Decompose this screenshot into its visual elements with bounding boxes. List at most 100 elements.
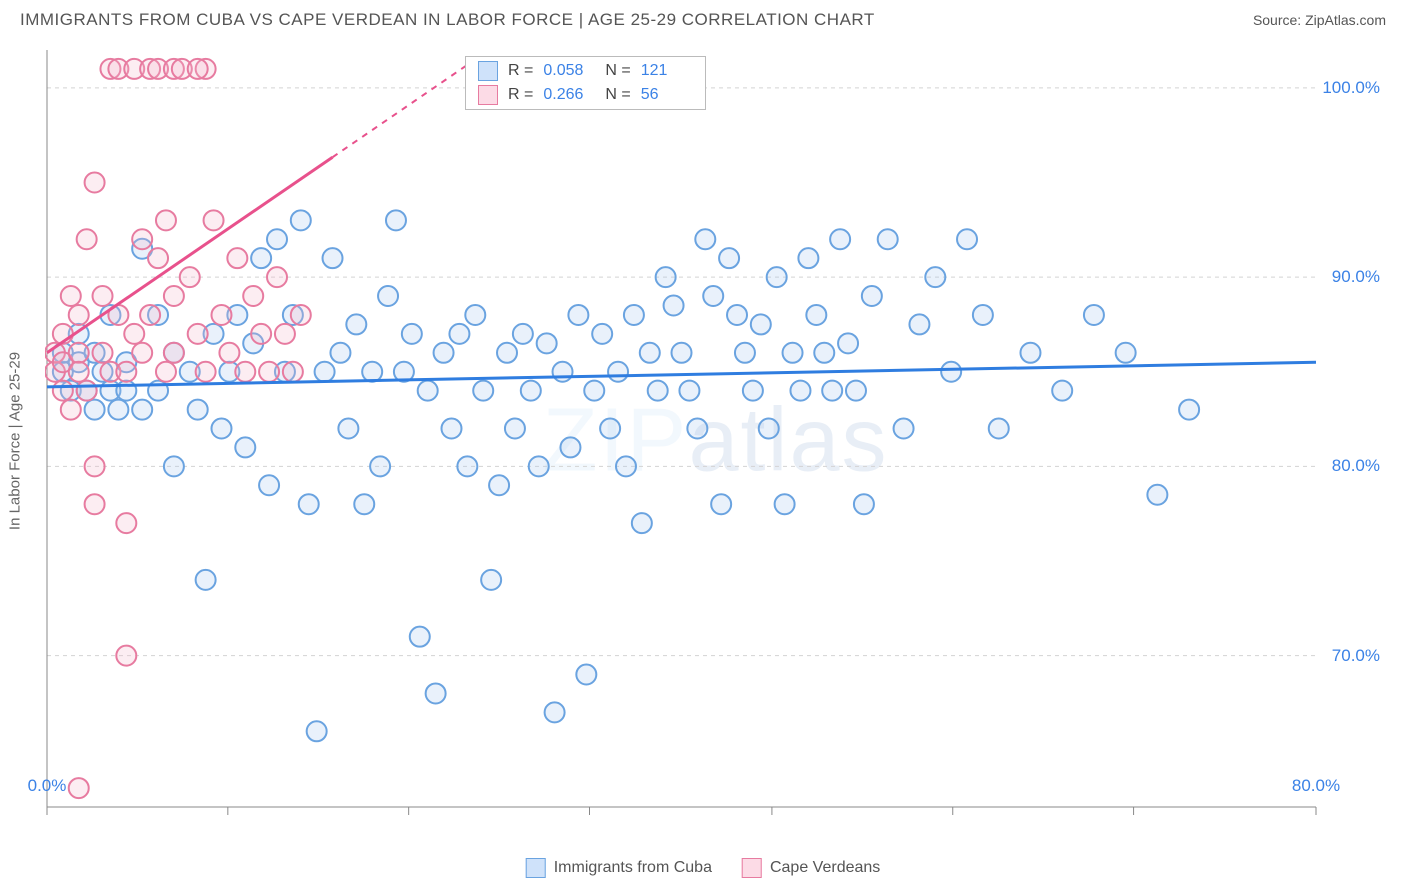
data-point <box>616 456 636 476</box>
data-point <box>568 305 588 325</box>
data-point <box>85 172 105 192</box>
data-point <box>140 305 160 325</box>
data-point <box>93 286 113 306</box>
legend-label: Cape Verdeans <box>770 859 880 877</box>
legend-swatch <box>526 858 546 878</box>
data-point <box>338 419 358 439</box>
data-point <box>69 362 89 382</box>
data-point <box>600 419 620 439</box>
data-point <box>132 400 152 420</box>
stats-row: R = 0.058 N = 121 <box>466 59 705 83</box>
data-point <box>235 362 255 382</box>
data-point <box>410 627 430 647</box>
data-point <box>156 210 176 230</box>
data-point <box>378 286 398 306</box>
n-value: 121 <box>641 62 693 80</box>
data-point <box>925 267 945 287</box>
data-point <box>489 475 509 495</box>
data-point <box>743 381 763 401</box>
data-point <box>711 494 731 514</box>
data-point <box>1052 381 1072 401</box>
n-label: N = <box>605 86 630 104</box>
data-point <box>687 419 707 439</box>
data-point <box>505 419 525 439</box>
data-point <box>973 305 993 325</box>
data-point <box>703 286 723 306</box>
data-point <box>1116 343 1136 363</box>
data-point <box>354 494 374 514</box>
data-point <box>346 314 366 334</box>
data-point <box>798 248 818 268</box>
data-point <box>164 343 184 363</box>
data-point <box>77 229 97 249</box>
data-point <box>727 305 747 325</box>
data-point <box>227 248 247 268</box>
data-point <box>957 229 977 249</box>
data-point <box>473 381 493 401</box>
data-point <box>576 665 596 685</box>
data-point <box>457 456 477 476</box>
legend-label: Immigrants from Cuba <box>554 859 712 877</box>
data-point <box>553 362 573 382</box>
y-tick-label: 100.0% <box>1322 78 1380 98</box>
data-point <box>418 381 438 401</box>
data-point <box>830 229 850 249</box>
legend-item: Cape Verdeans <box>742 858 880 878</box>
data-point <box>211 419 231 439</box>
data-point <box>790 381 810 401</box>
data-point <box>85 456 105 476</box>
data-point <box>124 324 144 344</box>
data-point <box>854 494 874 514</box>
data-point <box>243 286 263 306</box>
data-point <box>196 570 216 590</box>
data-point <box>783 343 803 363</box>
data-point <box>132 343 152 363</box>
data-point <box>909 314 929 334</box>
data-point <box>370 456 390 476</box>
n-value: 56 <box>641 86 693 104</box>
data-point <box>648 381 668 401</box>
data-point <box>235 437 255 457</box>
data-point <box>545 702 565 722</box>
data-point <box>323 248 343 268</box>
data-point <box>164 456 184 476</box>
data-point <box>426 683 446 703</box>
data-point <box>116 362 136 382</box>
plot-area: In Labor Force | Age 25-29 ZIPatlas R = … <box>45 50 1386 832</box>
data-point <box>156 362 176 382</box>
data-point <box>251 324 271 344</box>
data-point <box>53 381 73 401</box>
data-point <box>862 286 882 306</box>
data-point <box>941 362 961 382</box>
data-point <box>132 229 152 249</box>
data-point <box>386 210 406 230</box>
data-point <box>267 229 287 249</box>
data-point <box>85 400 105 420</box>
bottom-legend: Immigrants from Cuba Cape Verdeans <box>526 858 881 878</box>
data-point <box>180 267 200 287</box>
y-axis-label: In Labor Force | Age 25-29 <box>7 352 24 530</box>
data-point <box>267 267 287 287</box>
data-point <box>775 494 795 514</box>
chart-title: IMMIGRANTS FROM CUBA VS CAPE VERDEAN IN … <box>20 10 875 30</box>
data-point <box>275 324 295 344</box>
data-point <box>188 324 208 344</box>
data-point <box>465 305 485 325</box>
data-point <box>211 305 231 325</box>
data-point <box>93 343 113 363</box>
data-point <box>592 324 612 344</box>
data-point <box>664 295 684 315</box>
data-point <box>77 381 97 401</box>
data-point <box>521 381 541 401</box>
data-point <box>759 419 779 439</box>
data-point <box>735 343 755 363</box>
data-point <box>164 286 184 306</box>
data-point <box>69 305 89 325</box>
data-point <box>148 248 168 268</box>
x-tick-label: 0.0% <box>28 776 67 796</box>
data-point <box>989 419 1009 439</box>
stats-row: R = 0.266 N = 56 <box>466 83 705 107</box>
legend-item: Immigrants from Cuba <box>526 858 712 878</box>
data-point <box>116 513 136 533</box>
r-value: 0.058 <box>543 62 595 80</box>
